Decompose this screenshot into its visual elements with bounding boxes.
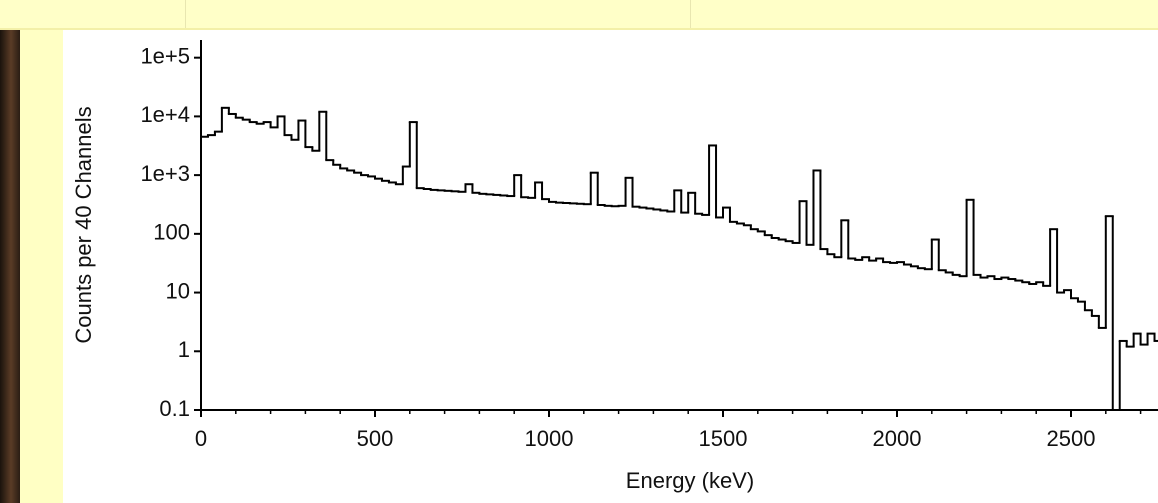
side-image — [0, 30, 20, 503]
x-tick-label: 1000 — [525, 426, 574, 451]
x-tick-label: 2500 — [1047, 426, 1096, 451]
y-tick-label: 1e+4 — [140, 102, 190, 127]
divider — [185, 0, 186, 28]
x-tick-label: 1500 — [699, 426, 748, 451]
chart: Counts per 40 Channels Energy (keV) 1e+5… — [63, 30, 1158, 503]
y-tick-label: 100 — [153, 220, 190, 245]
x-tick-label: 2000 — [873, 426, 922, 451]
y-tick-label: 1 — [178, 337, 190, 362]
x-tick-label: 0 — [195, 426, 207, 451]
y-tick-label: 1e+5 — [140, 43, 190, 68]
x-axis-title: Energy (keV) — [626, 468, 754, 493]
y-tick-label: 10 — [166, 278, 190, 303]
divider — [690, 0, 691, 28]
x-tick-label: 500 — [357, 426, 394, 451]
y-tick-label: 1e+3 — [140, 161, 190, 186]
toolbar — [0, 0, 1158, 30]
y-tick-label: 0.1 — [159, 396, 190, 421]
y-axis-title: Counts per 40 Channels — [71, 106, 96, 343]
